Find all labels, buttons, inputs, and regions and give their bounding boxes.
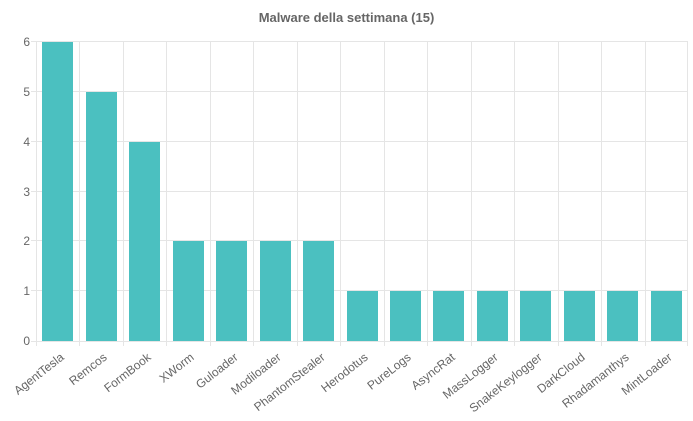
y-axis-tick xyxy=(31,190,36,192)
y-axis-tick-label: 2 xyxy=(23,234,30,249)
v-gridline xyxy=(514,42,515,341)
v-gridline xyxy=(210,42,211,341)
bar[interactable] xyxy=(86,92,117,341)
h-gridline xyxy=(36,240,688,242)
x-axis-tick xyxy=(123,341,124,346)
bar[interactable] xyxy=(477,291,508,341)
bar[interactable] xyxy=(520,291,551,341)
y-axis-tick xyxy=(31,41,36,42)
bar[interactable] xyxy=(129,142,160,341)
h-gridline xyxy=(36,140,688,142)
x-axis-tick xyxy=(645,341,646,346)
v-gridline xyxy=(384,42,385,341)
y-axis-tick-label: 1 xyxy=(23,284,30,299)
y-axis-tick-label: 0 xyxy=(23,334,30,348)
x-axis-tick xyxy=(297,341,298,346)
y-axis-tick-label: 6 xyxy=(23,35,30,49)
x-axis-tick xyxy=(340,341,341,346)
v-gridline xyxy=(427,42,428,341)
bar[interactable] xyxy=(42,42,73,341)
x-axis-tick xyxy=(687,341,688,346)
y-axis-tick-label: 5 xyxy=(23,84,30,99)
v-gridline xyxy=(340,42,341,341)
y-axis-tick xyxy=(31,90,36,92)
v-gridline xyxy=(687,42,688,341)
bar[interactable] xyxy=(347,291,378,341)
y-axis-tick xyxy=(31,290,36,292)
bar[interactable] xyxy=(433,291,464,341)
x-axis-tick xyxy=(427,341,428,346)
bar[interactable] xyxy=(390,291,421,341)
x-axis-tick xyxy=(471,341,472,346)
x-axis-tick xyxy=(601,341,602,346)
y-axis-tick xyxy=(31,240,36,242)
v-gridline xyxy=(558,42,559,341)
v-gridline xyxy=(253,42,254,341)
h-gridline xyxy=(36,190,688,192)
x-axis-tick xyxy=(166,341,167,346)
v-gridline xyxy=(471,42,472,341)
y-axis-tick xyxy=(31,140,36,142)
x-axis-tick xyxy=(253,341,254,346)
x-axis-tick xyxy=(36,341,37,346)
x-axis-tick xyxy=(384,341,385,346)
bar[interactable] xyxy=(651,291,682,341)
v-gridline xyxy=(601,42,602,341)
y-axis-tick-label: 4 xyxy=(23,134,30,149)
bar[interactable] xyxy=(303,241,334,341)
v-gridline xyxy=(166,42,167,341)
v-gridline xyxy=(79,42,80,341)
bar[interactable] xyxy=(260,241,291,341)
y-axis-tick-label: 3 xyxy=(23,184,30,199)
v-gridline xyxy=(645,42,646,341)
h-gridline xyxy=(36,341,688,342)
v-gridline xyxy=(297,42,298,341)
bar[interactable] xyxy=(564,291,595,341)
x-axis-tick xyxy=(514,341,515,346)
plot-area: 0 1 2 3 4 5 6 AgentTesla Remcos FormBook XWorm Gulo… xyxy=(11,35,688,415)
bar[interactable] xyxy=(173,241,204,341)
h-gridline xyxy=(36,41,688,42)
h-gridline xyxy=(36,290,688,292)
y-axis-line xyxy=(36,42,37,341)
chart-title: Malware della settimana (15) xyxy=(258,10,435,25)
x-axis-tick xyxy=(210,341,211,346)
x-axis-tick xyxy=(79,341,80,346)
v-gridline xyxy=(123,42,124,341)
bar[interactable] xyxy=(607,291,638,341)
y-axis-tick xyxy=(31,341,36,342)
bar[interactable] xyxy=(216,241,247,341)
x-axis-tick xyxy=(558,341,559,346)
h-gridline xyxy=(36,90,688,92)
